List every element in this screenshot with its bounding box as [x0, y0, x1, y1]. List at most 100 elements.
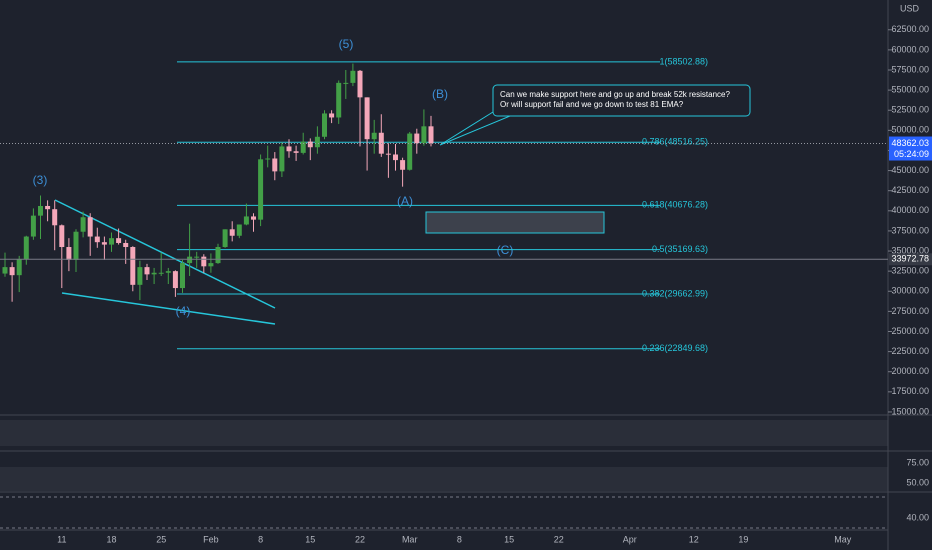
candle-body: [421, 126, 427, 144]
last-price-label: 48362.03: [891, 138, 929, 148]
candle-body: [116, 238, 122, 243]
x-tick-label: Feb: [203, 534, 219, 544]
candle-body: [38, 205, 43, 216]
wave-label: (5): [339, 37, 354, 51]
y-tick-label: 42500.00: [891, 185, 929, 195]
candle-body: [385, 153, 391, 155]
x-tick-label: 12: [689, 534, 699, 544]
fib-label: 0.5(35169.63): [652, 244, 708, 254]
y-tick-label: 20000.00: [891, 366, 929, 376]
x-tick-label: 18: [106, 534, 116, 544]
candle-body: [222, 229, 228, 248]
pane-tick: 50.00: [906, 477, 929, 487]
candle-body: [59, 225, 65, 248]
stoch-pane-band: [0, 420, 888, 446]
y-tick-label: 45000.00: [891, 165, 929, 175]
candle-body: [229, 229, 235, 236]
x-tick-label: 15: [305, 534, 315, 544]
y-tick-label: 30000.00: [891, 286, 929, 296]
candle-body: [286, 146, 292, 152]
candle-body: [94, 236, 100, 243]
candle-body: [329, 113, 335, 118]
y-tick-label: 37500.00: [891, 225, 929, 235]
x-tick-label: 22: [554, 534, 564, 544]
drawings: [54, 84, 751, 325]
y-tick-label: 57500.00: [891, 64, 929, 74]
fib-label: 0.618(40676.28): [642, 200, 708, 210]
candle-body: [30, 215, 36, 237]
candle-body: [393, 154, 398, 161]
x-tick-label: 19: [738, 534, 748, 544]
pane-tick: 40.00: [906, 512, 929, 522]
x-tick-label: May: [834, 534, 852, 544]
trendline: [61, 292, 276, 325]
fib-label: 0.236(22849.68): [642, 343, 708, 353]
candle-body: [350, 70, 356, 83]
candle-body: [236, 224, 242, 236]
callout-text: Can we make support here and go up and b…: [500, 90, 730, 99]
candle-body: [130, 247, 136, 285]
candle-body: [2, 267, 8, 274]
y-tick-label: 35000.00: [891, 245, 929, 255]
x-tick-label: 8: [457, 534, 462, 544]
fib-label: 0.382(29662.99): [642, 288, 708, 298]
candle-body: [371, 132, 377, 140]
fib-label: 1(58502.88): [659, 56, 708, 66]
candle-body: [123, 242, 129, 248]
candle-body: [300, 141, 306, 153]
candle-body: [194, 256, 200, 258]
candle-body: [23, 236, 29, 260]
candle-body: [307, 141, 313, 148]
candle-body: [400, 160, 406, 170]
wave-label: (C): [497, 243, 514, 257]
currency-label: USD: [900, 3, 920, 13]
fib-label: 0.786(48516.25): [642, 137, 708, 147]
x-tick-label: Mar: [402, 534, 418, 544]
candle-body: [16, 259, 22, 276]
candle-body: [73, 231, 79, 260]
candle-body: [45, 205, 51, 210]
candle-body: [109, 238, 114, 245]
candle-body: [357, 70, 363, 98]
wave-label: (4): [176, 304, 191, 318]
x-tick-label: 22: [355, 534, 365, 544]
candle-body: [180, 263, 185, 289]
y-tick-label: 27500.00: [891, 306, 929, 316]
wave-label: (B): [432, 87, 448, 101]
candle-body: [428, 126, 434, 144]
x-tick-label: 8: [258, 534, 263, 544]
candle-body: [265, 158, 271, 160]
candle-body: [215, 247, 221, 264]
zone-box: [425, 211, 605, 234]
candle-body: [158, 272, 164, 274]
candle-body: [144, 267, 150, 275]
candle-body: [243, 216, 249, 225]
candle-body: [364, 97, 370, 140]
marker-price-label: 33972.78: [891, 254, 929, 264]
candle-body: [151, 272, 157, 275]
candle-body: [314, 136, 320, 148]
y-tick-label: 62500.00: [891, 24, 929, 34]
pane-tick: 75.00: [906, 457, 929, 467]
candle-body: [336, 82, 342, 118]
countdown-label: 05:24:09: [894, 149, 929, 159]
callout-text: Or will support fail and we go down to t…: [500, 100, 684, 109]
candle-body: [208, 263, 214, 267]
y-tick-label: 40000.00: [891, 205, 929, 215]
y-tick-label: 25000.00: [891, 326, 929, 336]
candle-body: [66, 247, 72, 260]
candle-body: [322, 113, 327, 137]
last-price-box: [889, 136, 932, 161]
candle-body: [9, 267, 15, 276]
candle-body: [201, 256, 207, 267]
candle-body: [279, 146, 285, 172]
y-tick-label: 17500.00: [891, 386, 929, 396]
candle-body: [407, 133, 413, 170]
candle-body: [137, 267, 143, 285]
candle-body: [293, 151, 299, 153]
y-tick-label: 22500.00: [891, 346, 929, 356]
candle-body: [87, 217, 93, 237]
candle-body: [52, 209, 58, 226]
